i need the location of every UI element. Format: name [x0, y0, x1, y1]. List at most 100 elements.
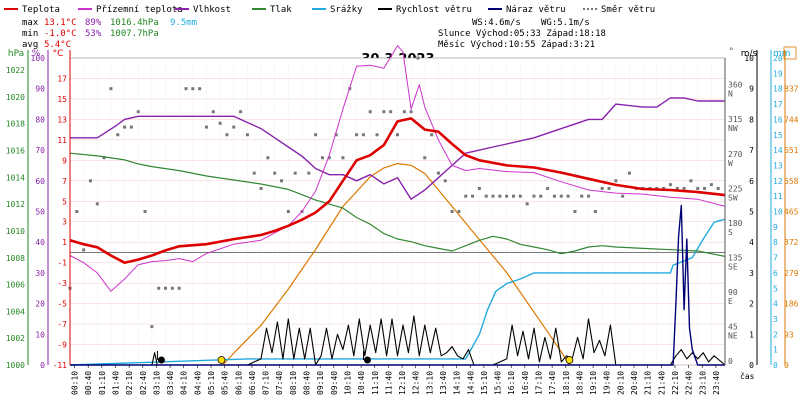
stat-sun: Slunce Východ:05:33 Západ:18:18: [438, 29, 606, 39]
sun-marker: [565, 356, 574, 364]
x-tick-label: 21:40: [657, 371, 666, 395]
mm-tick: 16: [773, 115, 783, 124]
wm2-tick: 93: [784, 330, 794, 339]
stat-ws: WS:4.6m/s: [472, 18, 521, 28]
wind-dir-point: [402, 110, 406, 114]
wind-dir-point: [191, 87, 195, 91]
x-tick-label: 07:40: [275, 371, 284, 395]
legend-label: Přízemní teplota: [96, 5, 183, 15]
stat-wg: WG:5.1m/s: [541, 18, 590, 28]
mm-tick: 8: [773, 238, 778, 247]
wind-dir-point: [109, 87, 113, 91]
x-tick-label: 16:40: [521, 371, 530, 395]
direction-tick: 270: [728, 150, 743, 159]
hpa-axis-tick: 1010: [6, 227, 25, 236]
percent-axis-tick: 30: [35, 269, 45, 278]
ms-tick: 0: [749, 361, 754, 370]
legend-item: Vlhkost: [175, 5, 231, 15]
wind-dir-point: [532, 194, 536, 198]
mm-tick: 2: [773, 330, 778, 339]
mm-tick: 14: [773, 146, 783, 155]
wm2-tick: 651: [784, 146, 799, 155]
percent-axis-tick: 100: [31, 54, 46, 63]
wind-dir-point: [334, 133, 338, 137]
wind-dir-point: [703, 186, 707, 190]
hpa-axis-tick: 1006: [6, 281, 25, 290]
wind-dir-point: [430, 133, 434, 137]
x-tick-label: 20:10: [616, 371, 625, 395]
x-unit: čas: [740, 371, 755, 381]
legend-item: Srážky: [312, 5, 363, 15]
wind-dir-point: [375, 133, 379, 137]
x-tick-label: 17:40: [548, 371, 557, 395]
wind-dir-point: [307, 171, 311, 175]
wm2-tick: 372: [784, 238, 799, 247]
x-tick-label: 09:40: [330, 371, 339, 395]
hpa-axis-tick: 1008: [6, 254, 25, 263]
x-tick-label: 10:40: [357, 371, 366, 395]
wind-dir-point: [82, 248, 86, 252]
wm2-tick: 744: [784, 115, 799, 124]
celsius-axis-tick: -1: [57, 259, 67, 268]
x-tick-label: 02:10: [125, 371, 134, 395]
wind-dir-point: [396, 133, 399, 137]
hpa-axis-unit: hPa: [8, 49, 24, 59]
x-tick-label: 13:40: [439, 371, 448, 395]
percent-axis-tick: 50: [35, 208, 45, 217]
direction-unit: °: [729, 47, 734, 57]
direction-tick: 315: [728, 115, 743, 124]
celsius-axis-tick: 7: [62, 177, 67, 186]
wind-dir-point: [198, 87, 202, 91]
legend-item: Náraz větru: [488, 5, 566, 15]
wind-dir-point: [580, 194, 584, 198]
mm-tick: 20: [773, 54, 783, 63]
wind-dir-point: [539, 194, 543, 198]
wind-dir-point: [273, 171, 277, 175]
humidity-line: [70, 97, 725, 200]
wind-dir-point: [518, 194, 522, 198]
wind-dir-point: [498, 194, 502, 198]
percent-axis-tick: 40: [35, 238, 45, 247]
percent-axis-tick: 0: [40, 361, 45, 370]
percent-axis-tick: 60: [35, 177, 45, 186]
x-tick-label: 05:40: [221, 371, 230, 395]
moon-marker: [363, 356, 371, 364]
hpa-axis-tick: 1016: [6, 147, 25, 156]
x-tick-label: 23:10: [698, 371, 707, 395]
wind-dir-point: [320, 156, 324, 160]
wm2-tick: 0: [784, 361, 789, 370]
x-tick-label: 19:40: [603, 371, 612, 395]
x-axis: 00:10 00:40 01:10 01:40 02:10 02:40 03:10 03:40…: [71, 365, 755, 395]
ms-tick: 4: [749, 238, 754, 247]
wind-dir-point: [627, 171, 631, 175]
wind-dir-point: [491, 194, 495, 198]
stat-moon: Měsíc Východ:10:55 Západ:3:21: [438, 40, 595, 50]
mm-tick: 11: [773, 192, 783, 201]
wind-dir-point: [252, 171, 256, 175]
percent-axis-tick: 20: [35, 300, 45, 309]
wind-dir-point: [218, 121, 222, 125]
mm-tick: 9: [773, 223, 778, 232]
x-tick-label: 01:10: [98, 371, 107, 395]
wind-dir-point: [716, 186, 720, 190]
x-tick-label: 19:10: [589, 371, 598, 395]
direction-label: NE: [728, 331, 738, 340]
direction-tick: 45: [728, 322, 738, 331]
x-tick-label: 12:10: [398, 371, 407, 395]
wind-dir-point: [593, 210, 597, 213]
wind-dir-point: [150, 325, 154, 329]
stat-max-temp: 13.1°C: [44, 18, 77, 28]
wind-dir-point: [443, 179, 447, 183]
percent-axis-tick: 90: [35, 85, 45, 94]
wind-dir-point: [95, 202, 99, 206]
solar-line: [222, 163, 570, 366]
x-tick-label: 11:10: [371, 371, 380, 395]
legend-label: Srážky: [330, 5, 363, 15]
wind-dir-point: [293, 171, 297, 175]
mm-tick: 15: [773, 131, 783, 140]
celsius-axis-tick: -3: [57, 279, 67, 288]
wind-dir-point: [177, 286, 181, 290]
direction-tick: 360: [728, 81, 743, 90]
wind-dir-point: [327, 156, 331, 160]
x-tick-label: 06:40: [248, 371, 257, 395]
